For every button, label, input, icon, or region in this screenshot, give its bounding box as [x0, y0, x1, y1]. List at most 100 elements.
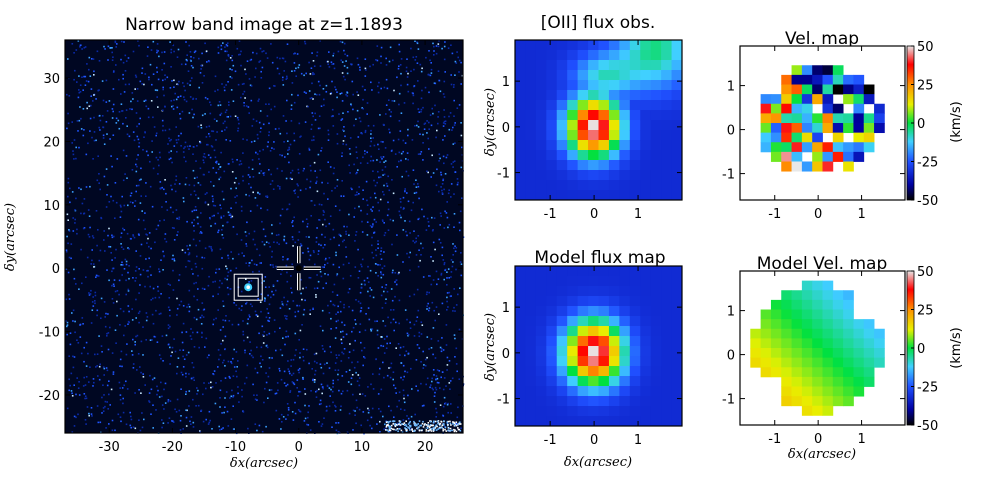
noise-pixel — [308, 276, 311, 279]
noise-pixel — [330, 351, 332, 354]
noise-pixel — [357, 277, 360, 279]
flux-cell — [577, 316, 589, 327]
noise-pixel — [263, 174, 265, 176]
noise-pixel — [425, 229, 428, 231]
noise-pixel — [146, 316, 149, 318]
noise-pixel — [83, 198, 86, 200]
noise-pixel — [228, 375, 231, 378]
velocity-cell — [832, 123, 844, 134]
noise-pixel — [417, 185, 420, 188]
noise-pixel — [294, 241, 297, 244]
flux-cell — [598, 80, 610, 91]
noise-pixel — [404, 370, 406, 373]
noise-pixel — [364, 150, 366, 152]
noise-pixel — [337, 319, 339, 322]
noise-pixel — [404, 220, 406, 222]
noise-pixel — [433, 50, 435, 52]
noise-pixel — [378, 176, 380, 179]
noise-pixel — [229, 115, 232, 118]
noise-pixel — [452, 161, 455, 163]
noise-pixel — [336, 91, 338, 93]
noise-pixel — [260, 170, 262, 172]
noise-pixel — [352, 393, 354, 396]
noise-pixel — [287, 360, 289, 362]
noise-pixel — [219, 176, 222, 179]
noise-pixel — [384, 325, 387, 327]
noise-pixel — [397, 67, 400, 70]
noise-pixel — [416, 427, 419, 430]
noise-pixel — [447, 268, 450, 270]
noise-pixel — [210, 181, 212, 183]
noise-pixel — [192, 116, 194, 119]
noise-pixel — [398, 151, 401, 154]
noise-pixel — [182, 349, 185, 351]
noise-pixel — [196, 299, 199, 301]
flux-cell — [556, 170, 568, 181]
noise-pixel — [99, 421, 102, 424]
noise-pixel — [367, 265, 369, 268]
noise-pixel — [284, 60, 287, 63]
noise-pixel — [329, 166, 332, 168]
noise-pixel — [294, 311, 296, 313]
noise-pixel — [304, 121, 307, 123]
noise-pixel — [127, 323, 129, 325]
noise-pixel — [341, 342, 343, 344]
noise-pixel — [130, 192, 133, 194]
noise-pixel — [317, 153, 320, 156]
noise-pixel — [431, 107, 433, 110]
noise-pixel — [322, 88, 325, 90]
noise-pixel — [459, 287, 461, 289]
noise-pixel — [89, 293, 92, 295]
noise-pixel — [400, 112, 403, 114]
noise-pixel — [291, 82, 294, 84]
noise-pixel — [415, 424, 418, 426]
flux-cell — [588, 170, 599, 181]
noise-pixel — [442, 122, 445, 124]
noise-pixel — [195, 266, 198, 268]
noise-pixel — [154, 241, 156, 244]
noise-pixel — [221, 190, 224, 193]
noise-pixel — [75, 416, 77, 419]
flux-cell — [661, 140, 672, 151]
flux-cell — [556, 306, 568, 317]
noise-pixel — [184, 251, 187, 254]
velocity-cell — [822, 338, 834, 349]
noise-pixel — [264, 276, 267, 278]
velocity-cell — [781, 367, 792, 378]
noise-pixel — [427, 424, 430, 426]
noise-pixel — [396, 166, 398, 168]
noise-pixel — [301, 298, 303, 301]
flux-cell — [661, 266, 672, 277]
noise-pixel — [184, 141, 187, 144]
velocity-cell — [863, 338, 875, 349]
noise-pixel — [432, 172, 435, 174]
velocity-cell — [770, 123, 782, 134]
noise-pixel — [224, 277, 226, 280]
noise-pixel — [134, 343, 136, 346]
noise-pixel — [327, 133, 330, 136]
noise-pixel — [335, 406, 337, 408]
noise-pixel — [242, 333, 245, 336]
noise-pixel — [403, 394, 405, 397]
velocity-cell — [863, 348, 875, 359]
noise-pixel — [217, 349, 220, 351]
noise-pixel — [192, 238, 195, 241]
noise-pixel — [386, 424, 389, 426]
noise-pixel — [430, 283, 433, 286]
noise-pixel — [160, 293, 162, 295]
flux-cell — [619, 266, 631, 277]
velocity-cell — [822, 161, 834, 172]
noise-pixel — [286, 132, 288, 135]
velocity-cell — [832, 65, 844, 76]
noise-pixel — [323, 363, 326, 366]
noise-pixel — [347, 357, 350, 359]
noise-pixel — [220, 48, 223, 51]
noise-pixel — [281, 269, 283, 271]
noise-pixel — [140, 392, 142, 394]
noise-pixel — [217, 46, 220, 49]
noise-pixel — [345, 256, 348, 258]
noise-pixel — [283, 235, 286, 238]
noise-pixel — [443, 162, 445, 165]
noise-pixel — [328, 367, 331, 369]
noise-pixel — [367, 281, 370, 283]
